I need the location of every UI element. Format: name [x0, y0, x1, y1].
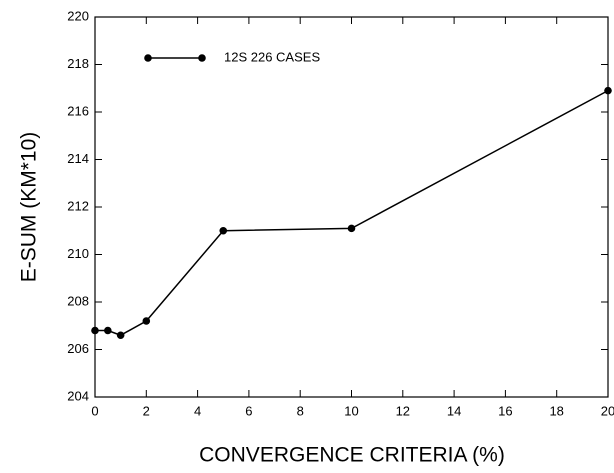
x-tick-label: 8 [297, 403, 304, 418]
y-tick-label: 214 [67, 151, 89, 166]
legend-label: 12S 226 CASES [224, 49, 320, 64]
data-point [219, 226, 228, 235]
y-axis-title: E-SUM (KM*10) [18, 132, 41, 283]
y-tick-label: 208 [67, 293, 89, 308]
data-point [91, 326, 99, 335]
x-tick-label: 18 [549, 403, 563, 418]
x-tick-label: 16 [498, 403, 512, 418]
y-tick-label: 220 [67, 8, 89, 23]
plot-frame [94, 16, 609, 398]
y-tick-label: 216 [67, 103, 89, 118]
data-point [142, 317, 151, 325]
y-tick-label: 206 [67, 341, 89, 356]
data-point [347, 224, 356, 233]
y-tick-label: 210 [67, 246, 89, 261]
data-point [116, 331, 125, 340]
y-tick-label: 212 [67, 198, 89, 213]
x-tick-label: 10 [344, 403, 358, 418]
data-line [95, 89, 609, 337]
x-tick-label: 6 [245, 403, 252, 418]
x-tick-label: 14 [447, 403, 461, 418]
data-point [104, 326, 112, 335]
x-tick-label: 2 [143, 403, 150, 418]
legend-marker [198, 54, 206, 62]
x-tick-label: 20 [601, 403, 614, 418]
y-tick-label: 204 [67, 388, 89, 403]
x-axis-title: CONVERGENCE CRITERIA (%) [199, 444, 505, 467]
y-tick-label: 218 [67, 56, 89, 71]
legend-marker [144, 54, 152, 62]
data-point [604, 86, 612, 95]
x-tick-label: 0 [91, 403, 98, 418]
x-tick-label: 12 [396, 403, 410, 418]
x-tick-label: 4 [194, 403, 201, 418]
